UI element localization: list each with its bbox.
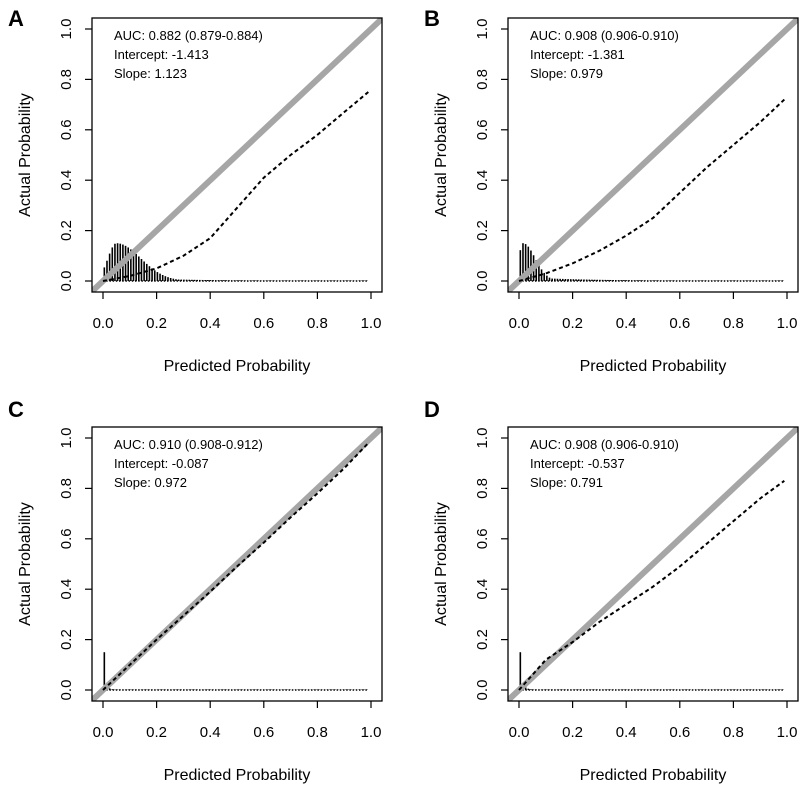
y-tick-label: 0.2 xyxy=(474,220,491,241)
x-tick-label: 0.6 xyxy=(253,724,274,741)
y-tick-label: 0.6 xyxy=(58,119,75,140)
plot-frame xyxy=(91,426,383,702)
y-tick-label: 0.8 xyxy=(474,478,491,499)
x-tick-label: 0.0 xyxy=(509,315,530,332)
panel-letter: B xyxy=(424,6,440,31)
x-tick-label: 0.4 xyxy=(616,724,637,741)
x-tick-label: 1.0 xyxy=(777,315,798,332)
stats-annotation: AUC: 0.910 (0.908-0.912) xyxy=(114,437,263,452)
stats-annotation: AUC: 0.882 (0.879-0.884) xyxy=(114,28,263,43)
x-tick-label: 0.2 xyxy=(146,315,167,332)
x-tick-label: 0.6 xyxy=(669,724,690,741)
y-tick-label: 1.0 xyxy=(474,428,491,449)
x-tick-label: 0.8 xyxy=(723,315,744,332)
y-tick-label: 0.2 xyxy=(474,629,491,650)
panel-c: 0.0 0.2 0.4 0.6 0.8 1.0 0.0 0.2 0.4 0.6 0.8 1.0 Pred… xyxy=(8,397,383,784)
plot-area xyxy=(508,427,798,701)
x-tick-label: 0.8 xyxy=(723,724,744,741)
plot-frame xyxy=(507,17,799,293)
stats-annotation: Intercept: -0.087 xyxy=(114,456,209,471)
calibration-curve xyxy=(102,91,369,282)
x-tick-label: 0.2 xyxy=(146,724,167,741)
panel-letter: D xyxy=(424,397,440,422)
x-tick-label: 0.8 xyxy=(307,315,328,332)
x-tick-label: 0.4 xyxy=(616,315,637,332)
x-tick-label: 0.8 xyxy=(307,724,328,741)
y-tick-label: 0.6 xyxy=(474,528,491,549)
calibration-curve xyxy=(102,442,370,691)
x-axis-title: Predicted Probability xyxy=(164,767,311,784)
panel-b: 0.0 0.2 0.4 0.6 0.8 1.0 0.0 0.2 0.4 0.6 0.8 1.0 Pred… xyxy=(424,6,799,375)
x-tick-label: 0.6 xyxy=(253,315,274,332)
y-tick-label: 0.6 xyxy=(474,119,491,140)
stats-annotation: Intercept: -0.537 xyxy=(530,456,625,471)
x-tick-label: 0.4 xyxy=(200,315,221,332)
y-axis-title: Actual Probability xyxy=(433,93,450,217)
plot-area xyxy=(508,18,798,292)
x-tick-label: 0.2 xyxy=(562,315,583,332)
panel-d: 0.0 0.2 0.4 0.6 0.8 1.0 0.0 0.2 0.4 0.6 0.8 1.0 Pred… xyxy=(424,397,799,784)
reference-line xyxy=(92,18,382,292)
stats-annotation: Intercept: -1.381 xyxy=(530,47,625,62)
y-tick-label: 0.6 xyxy=(58,528,75,549)
stats-annotation: Slope: 0.972 xyxy=(114,475,187,490)
plot-area xyxy=(92,427,382,701)
y-tick-label: 0.8 xyxy=(58,69,75,90)
calibration-curve xyxy=(518,480,785,691)
x-axis-title: Predicted Probability xyxy=(580,358,727,375)
y-tick-label: 0.0 xyxy=(58,271,75,292)
y-tick-label: 1.0 xyxy=(58,428,75,449)
x-tick-label: 0.2 xyxy=(562,724,583,741)
x-tick-label: 0.0 xyxy=(93,315,114,332)
stats-annotation: Slope: 0.791 xyxy=(530,475,603,490)
y-tick-label: 0.2 xyxy=(58,220,75,241)
stats-annotation: AUC: 0.908 (0.906-0.910) xyxy=(530,28,679,43)
x-tick-label: 1.0 xyxy=(361,315,382,332)
x-tick-label: 0.6 xyxy=(669,315,690,332)
x-tick-label: 1.0 xyxy=(361,724,382,741)
reference-line xyxy=(508,427,798,701)
plot-frame xyxy=(507,426,799,702)
stats-annotation: Slope: 0.979 xyxy=(530,66,603,81)
y-tick-label: 0.8 xyxy=(474,69,491,90)
stats-annotation: Intercept: -1.413 xyxy=(114,47,209,62)
x-tick-label: 0.0 xyxy=(509,724,530,741)
stats-annotation: AUC: 0.908 (0.906-0.910) xyxy=(530,437,679,452)
plot-frame xyxy=(91,17,383,293)
y-tick-label: 1.0 xyxy=(474,19,491,40)
reference-line xyxy=(508,18,798,292)
x-tick-label: 1.0 xyxy=(777,724,798,741)
x-tick-label: 0.4 xyxy=(200,724,221,741)
y-tick-label: 0.2 xyxy=(58,629,75,650)
panel-letter: C xyxy=(8,397,24,422)
y-tick-label: 0.4 xyxy=(474,170,491,191)
calibration-curve xyxy=(518,98,786,282)
y-tick-label: 0.4 xyxy=(58,579,75,600)
x-axis-title: Predicted Probability xyxy=(164,358,311,375)
y-axis-title: Actual Probability xyxy=(433,502,450,626)
y-tick-label: 0.0 xyxy=(58,680,75,701)
y-axis-title: Actual Probability xyxy=(17,93,34,217)
plot-area xyxy=(92,18,382,292)
panel-letter: A xyxy=(8,6,24,31)
y-tick-label: 0.8 xyxy=(58,478,75,499)
y-tick-label: 1.0 xyxy=(58,19,75,40)
y-axis-title: Actual Probability xyxy=(17,502,34,626)
y-tick-label: 0.4 xyxy=(58,170,75,191)
y-tick-label: 0.0 xyxy=(474,271,491,292)
x-tick-label: 0.0 xyxy=(93,724,114,741)
panel-a: 0.0 0.2 0.4 0.6 0.8 1.0 0.0 0.2 0.4 0.6 0.8 1.0 Pred… xyxy=(8,6,383,375)
x-axis-title: Predicted Probability xyxy=(580,767,727,784)
y-tick-label: 0.0 xyxy=(474,680,491,701)
y-tick-label: 0.4 xyxy=(474,579,491,600)
stats-annotation: Slope: 1.123 xyxy=(114,66,187,81)
